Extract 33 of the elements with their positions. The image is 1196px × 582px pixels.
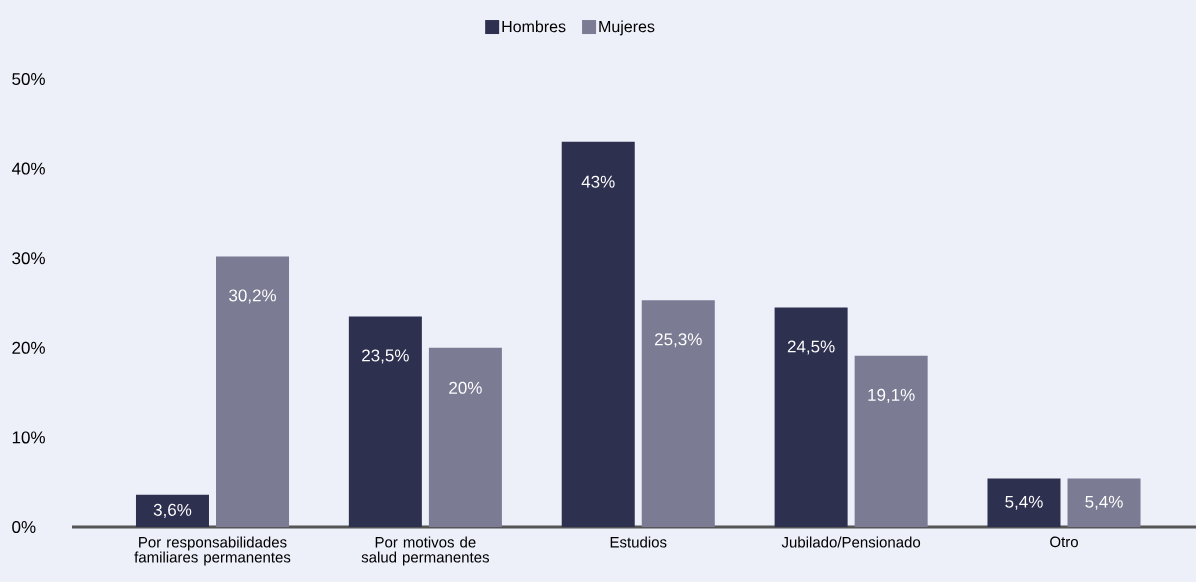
bar	[428, 347, 502, 527]
bar	[641, 300, 715, 527]
x-tick-label: Por motivos de salud permanentes	[361, 536, 489, 566]
bar	[216, 256, 290, 527]
bar	[135, 494, 209, 527]
y-tick-label: 0%	[12, 520, 36, 534]
data-label: 3,6%	[153, 503, 192, 518]
bar	[348, 316, 422, 527]
data-label: 5,4%	[1005, 495, 1043, 510]
x-tick-label: Estudios	[610, 536, 667, 548]
data-label: 5,4%	[1085, 495, 1123, 510]
bar	[1067, 478, 1141, 527]
legend-label: Hombres	[502, 20, 566, 33]
data-label: 25,3%	[655, 333, 702, 348]
x-tick-label: Jubilado/Pensionado	[781, 536, 921, 548]
data-label: 30,2%	[229, 289, 277, 304]
bar	[561, 141, 635, 527]
legend-label: Mujeres	[599, 20, 655, 36]
x-tick-label: Por responsabilidades familiares permanentes	[134, 536, 291, 566]
y-tick-label: 10%	[12, 431, 45, 444]
y-tick-label: 50%	[12, 72, 45, 86]
y-tick-label: 40%	[11, 162, 45, 175]
data-label: 23,5%	[362, 349, 409, 364]
y-tick-label: 30%	[12, 252, 45, 265]
bar	[774, 307, 848, 527]
data-label: 24,5%	[787, 340, 835, 355]
bar	[987, 478, 1061, 527]
data-label: 20%	[449, 381, 482, 394]
bar	[854, 355, 928, 527]
x-tick-label: Otro	[1050, 536, 1078, 548]
data-label: 19,1%	[868, 388, 915, 403]
y-tick-label: 20%	[12, 341, 45, 354]
data-label: 43%	[581, 175, 615, 188]
